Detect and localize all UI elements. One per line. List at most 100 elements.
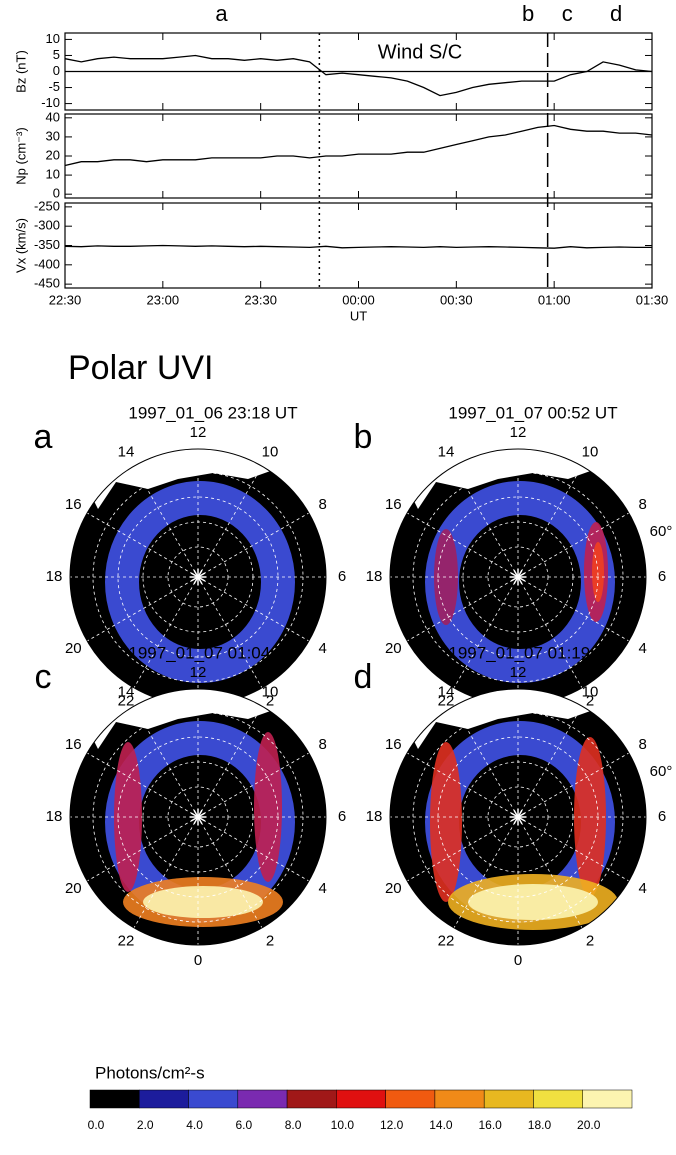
mlt-label: 16: [65, 496, 82, 513]
colorbar-segment: [434, 1089, 485, 1109]
mlt-label: 2: [266, 933, 274, 950]
y-tick-label: 0: [53, 63, 60, 78]
y-tick-label: 10: [46, 31, 60, 46]
colorbar-segment: [237, 1089, 288, 1109]
y-axis-label: Bz (nT): [13, 50, 28, 93]
mlt-label: 12: [510, 424, 527, 441]
mlt-label: 12: [190, 424, 207, 441]
panel-title: 1997_01_07 00:52 UT: [448, 403, 617, 422]
colorbar-segment: [533, 1089, 583, 1109]
y-tick-label: 40: [46, 109, 60, 124]
mlt-label: 22: [118, 693, 135, 710]
panel-letter: d: [354, 658, 373, 696]
event-marker: c: [562, 1, 573, 26]
mlt-label: 2: [266, 693, 274, 710]
emission: [143, 886, 263, 918]
mlt-label: 14: [118, 683, 135, 700]
mlt-label: 20: [385, 640, 402, 657]
mlt-label: 2: [586, 693, 594, 710]
mlt-label: 12: [510, 664, 527, 681]
y-tick-label: 0: [53, 186, 60, 201]
event-marker: d: [610, 1, 622, 26]
colorbar-tick-label: 6.0: [235, 1118, 252, 1132]
mlt-label: 2: [586, 933, 594, 950]
mlt-label: 10: [262, 443, 279, 460]
mlt-label: 20: [65, 640, 82, 657]
lat-label: 60°: [650, 523, 673, 540]
mlt-label: 18: [366, 568, 383, 585]
mlt-label: 12: [190, 664, 207, 681]
mlt-label: 6: [338, 808, 346, 825]
mlt-label: 0: [194, 952, 202, 969]
mlt-label: 4: [319, 880, 327, 897]
y-tick-label: 10: [46, 167, 60, 182]
mlt-label: 10: [582, 683, 599, 700]
lat-label: 60°: [650, 763, 673, 780]
auroral-oval: [105, 481, 295, 683]
y-tick-label: -350: [34, 237, 60, 252]
y-tick-label: 5: [53, 47, 60, 62]
mlt-label: 14: [118, 443, 135, 460]
rim: [389, 688, 647, 946]
y-tick-label: 30: [46, 128, 60, 143]
colorbar-segment: [139, 1089, 189, 1109]
y-tick-label: -450: [34, 276, 60, 291]
mlt-label: 8: [639, 736, 647, 753]
y-tick-label: -400: [34, 256, 60, 271]
pole: [190, 572, 206, 582]
colorbar-tick-label: 0.0: [88, 1118, 105, 1132]
pole: [510, 572, 526, 582]
y-tick-label: 20: [46, 147, 60, 162]
mlt-label: 16: [65, 736, 82, 753]
colorbar-tick-label: 10.0: [331, 1118, 355, 1132]
x-tick-label: 00:00: [342, 292, 375, 307]
mlt-label: 20: [65, 880, 82, 897]
pole: [190, 812, 206, 822]
colorbar-segment: [483, 1089, 534, 1109]
colorbar-tick-label: 16.0: [479, 1118, 503, 1132]
panel-frame: [64, 202, 653, 289]
panel-letter: c: [35, 658, 52, 696]
colorbar-segment: [89, 1089, 140, 1109]
emission: [389, 661, 417, 673]
mlt-label: 22: [438, 933, 455, 950]
mlt-label: 22: [118, 933, 135, 950]
mlt-label: 22: [438, 693, 455, 710]
data-line: [64, 244, 652, 249]
pole: [510, 812, 526, 822]
panel-title: 1997_01_07 01:04 UT: [128, 643, 297, 662]
panel-letter: b: [354, 418, 373, 456]
emission: [592, 542, 604, 602]
mlt-label: 8: [319, 736, 327, 753]
y-axis-label: Vx (km/s): [13, 218, 28, 273]
colorbar-tick-label: 2.0: [137, 1118, 154, 1132]
colorbar-segment: [385, 1089, 436, 1109]
mlt-label: 8: [319, 496, 327, 513]
mlt-label: 6: [338, 568, 346, 585]
panel-letter: a: [34, 418, 53, 456]
y-axis-label: Np (cm⁻³): [13, 127, 28, 184]
x-tick-label: 01:30: [636, 292, 669, 307]
x-axis-label: UT: [350, 308, 367, 323]
colorbar-segment: [286, 1089, 337, 1109]
emission: [430, 742, 462, 902]
mlt-label: 6: [658, 568, 666, 585]
y-tick-label: -5: [48, 79, 60, 94]
x-tick-label: 22:30: [49, 292, 82, 307]
mlt-label: 10: [582, 443, 599, 460]
data-line: [64, 54, 653, 97]
colorbar-tick-label: 8.0: [285, 1118, 302, 1132]
mlt-label: 8: [639, 496, 647, 513]
y-tick-label: -250: [34, 198, 60, 213]
panel-title: 1997_01_07 01:19 UT: [448, 643, 617, 662]
panel-title: 1997_01_06 23:18 UT: [128, 403, 297, 422]
mlt-label: 10: [262, 683, 279, 700]
mlt-label: 4: [639, 880, 647, 897]
mlt-label: 16: [385, 736, 402, 753]
panel-frame: [64, 32, 653, 111]
x-tick-label: 01:00: [538, 292, 571, 307]
mlt-label: 18: [46, 808, 63, 825]
emission: [114, 742, 142, 892]
